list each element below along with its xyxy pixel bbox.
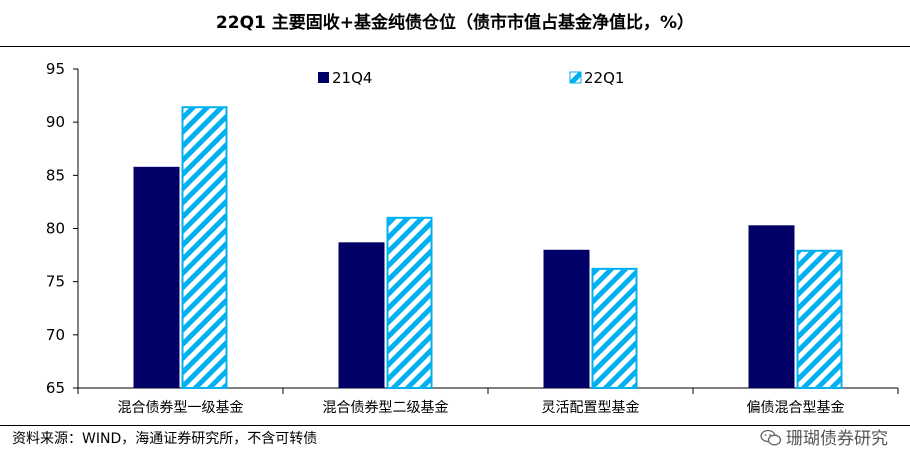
bar-22q1 — [796, 249, 843, 389]
chart-title: 22Q1 主要固收+基金纯债仓位（债市市值占基金净值比，%） — [215, 13, 695, 33]
y-tick-label: 95 — [46, 60, 65, 78]
y-tick-label: 75 — [46, 273, 65, 291]
y-tick-label: 70 — [46, 326, 65, 344]
legend-label-21q4: 21Q4 — [332, 69, 372, 87]
watermark: 珊瑚债券研究 — [760, 426, 888, 452]
bar-22q1 — [181, 106, 228, 389]
x-tick-label: 灵活配置型基金 — [542, 399, 640, 416]
x-tick-label: 偏债混合型基金 — [747, 399, 845, 416]
y-tick-label: 80 — [46, 220, 65, 238]
x-tick-label: 混合债券型二级基金 — [323, 399, 449, 416]
legend-swatch-22q1 — [569, 71, 582, 84]
bar-21q4 — [543, 249, 590, 388]
bar-22q1 — [591, 267, 638, 389]
legend-swatch-21q4 — [318, 72, 329, 83]
y-tick-label: 90 — [46, 113, 65, 131]
legend-label-22q1: 22Q1 — [584, 69, 624, 87]
wechat-icon — [760, 429, 782, 446]
bar-chart: 65 70 75 80 85 90 95 混合债券型一级基金 混合债券型二级基金 灵活配置型基金 偏… — [46, 60, 899, 416]
source-note: 资料来源：WIND，海通证券研究所，不含可转债 — [12, 431, 318, 447]
bar-22q1 — [386, 216, 433, 389]
source-divider — [0, 425, 910, 426]
title-divider — [0, 46, 910, 47]
y-tick-label: 65 — [46, 379, 65, 397]
bar-21q4 — [338, 242, 385, 388]
watermark-text: 珊瑚债券研究 — [786, 429, 888, 449]
x-tick-label: 混合债券型一级基金 — [118, 399, 244, 416]
bar-21q4 — [748, 225, 795, 388]
y-tick-label: 85 — [46, 166, 65, 184]
bar-21q4 — [133, 166, 180, 388]
